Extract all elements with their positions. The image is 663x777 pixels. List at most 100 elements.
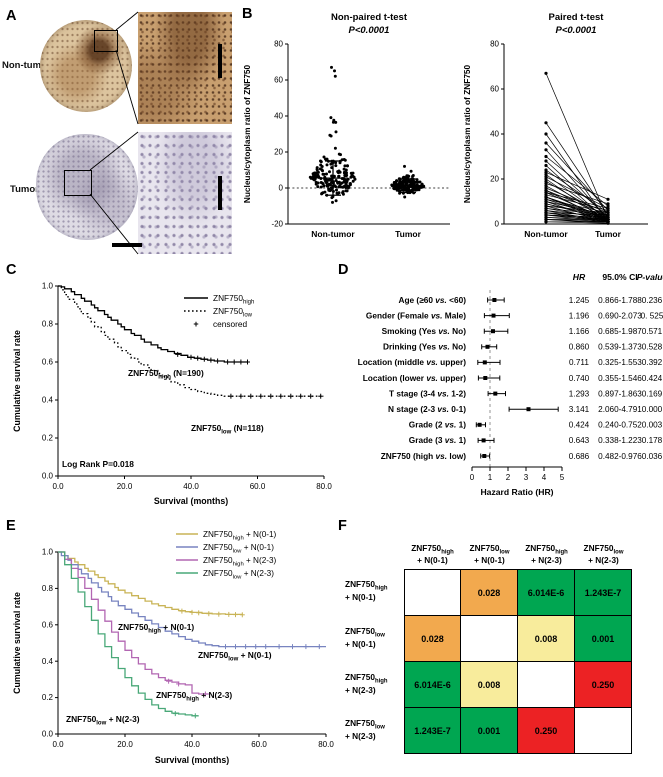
panel-f-label: F — [338, 518, 347, 534]
curve-annotation: ZNF750low + N(2-3) — [66, 714, 140, 727]
y-tick-label: 0.2 — [42, 434, 54, 443]
histology-nontumor-magnified — [138, 12, 232, 124]
matrix-cell: 0.001 — [461, 708, 518, 754]
y-tick-label: 1.0 — [42, 282, 54, 291]
p-value: 0.392 — [642, 358, 663, 367]
censor-marks-2 — [166, 678, 208, 697]
x-tick-label: 5 — [560, 473, 565, 482]
x-axis-title: Survival (months) — [155, 755, 229, 765]
hr-point — [477, 422, 482, 427]
y-tick-label: 20 — [490, 175, 499, 184]
hr-value: 0.424 — [569, 421, 590, 430]
hr-point — [493, 391, 498, 396]
x-tick-label: 2 — [506, 473, 511, 482]
matrix-cell: 1.243E-7 — [404, 708, 461, 754]
matrix-cell: 0.250 — [575, 662, 632, 708]
y-tick-label: 0.6 — [42, 620, 54, 629]
panel-e-label: E — [6, 518, 16, 534]
ci-value: 0.690-2.073 — [598, 311, 642, 320]
p-value: 0.236 — [642, 296, 663, 305]
scale-bar — [112, 243, 142, 247]
chart-title: Non-paired t-test — [331, 12, 408, 23]
ci-value: 0.355-1.546 — [598, 374, 642, 383]
ci-value: 0.539-1.373 — [598, 343, 642, 352]
forest-row-label: Age (≥60 vs. <60) — [398, 295, 466, 305]
chart-km-subgroups: 0.0 0.2 0.4 0.6 0.8 1.0 0.0 20.0 40.0 60.0 80.0 Sur… — [12, 530, 334, 765]
matrix-cell — [404, 569, 461, 616]
mean-error-bar-1 — [393, 178, 423, 194]
mean-error-bar-0 — [318, 160, 348, 196]
legend-label: ZNF750high + N(0-1) — [203, 530, 277, 542]
hr-point — [526, 407, 531, 412]
matrix-row-header: ZNF750low + N(2-3) — [345, 718, 385, 741]
forest-row-label: N stage (2-3 vs. 0-1) — [388, 404, 466, 414]
legend-label: ZNF750low + N(2-3) — [203, 569, 274, 581]
chart-forest: HR 95.0% CIP-value 0 1 2 3 4 5 Hazard Ratio (HR)… — [358, 272, 663, 497]
hr-point — [483, 376, 488, 380]
zoom-box-nontumor — [94, 30, 118, 52]
panel-b-label: B — [242, 6, 253, 22]
p-value: 0.003 — [642, 421, 663, 430]
panel-f-matrix: ZNF750high + N(0-1) ZNF750low + N(0-1) ZNF75… — [336, 524, 663, 777]
y-tick-label: 60 — [274, 76, 283, 85]
x-category-label: Non-tumor — [524, 229, 568, 239]
hr-value: 1.166 — [569, 327, 590, 336]
censor-marks-1 — [223, 644, 322, 650]
panel-a-label: A — [6, 8, 17, 24]
chart-nonpaired: Non-paired t-test P<0.0001 -20 0 20 40 60 80 Nuc… — [242, 12, 450, 239]
x-tick-label: 40.0 — [184, 740, 200, 749]
ci-value: 0.325-1.553 — [598, 358, 642, 367]
y-axis-title: Nucleus/cytoplasm ratio of ZNF750 — [242, 64, 252, 203]
p-value: 0.000 — [642, 405, 663, 414]
forest-row-label: T stage (3-4 vs. 1-2) — [389, 388, 466, 398]
legend-label: ZNF750high — [213, 293, 254, 306]
hr-point — [481, 438, 486, 443]
y-tick-label: 40 — [274, 112, 283, 121]
matrix-col-header: ZNF750low + N(0-1) — [469, 542, 510, 566]
legend-label: ZNF750high + N(2-3) — [203, 556, 277, 568]
matrix-cell: 6.014E-6 — [404, 662, 461, 708]
y-tick-label: 0.8 — [42, 320, 54, 329]
x-category-label: Tumor — [395, 229, 422, 239]
chart-p-value: P<0.0001 — [349, 25, 390, 36]
panel-c-label: C — [6, 262, 17, 278]
ci-value: 0.482-0.976 — [598, 452, 642, 461]
hr-value: 0.740 — [569, 374, 590, 383]
x-tick-label: 40.0 — [183, 482, 199, 491]
legend-label: ZNF750low — [213, 306, 253, 319]
col-header-ci: 95.0% CI — [602, 272, 637, 282]
curve-annotation: ZNF750high + N(0-1) — [118, 622, 194, 635]
ci-value: 2.060-4.791 — [598, 405, 642, 414]
matrix-cell: 0.008 — [518, 616, 575, 662]
y-tick-label: 80 — [490, 40, 499, 49]
matrix-cell: 0.250 — [518, 708, 575, 754]
matrix-row-header: ZNF750high + N(0-1) — [345, 579, 388, 602]
forest-row-label: ZNF750 (high vs. low) — [381, 451, 467, 461]
y-tick-label: 0.0 — [42, 472, 54, 481]
matrix-cell: 0.001 — [575, 616, 632, 662]
censor-marks-3 — [172, 711, 198, 719]
legend-label: censored — [213, 319, 248, 329]
matrix-cell — [461, 616, 518, 662]
hr-value: 1.245 — [569, 296, 590, 305]
p-value: 0.424 — [642, 374, 663, 383]
zoom-box-tumor — [64, 170, 92, 196]
hr-point — [485, 344, 490, 349]
ci-value: 0.866-1.788 — [598, 296, 642, 305]
matrix-col-header: ZNF750high + N(2-3) — [525, 542, 568, 566]
pvalue-matrix: ZNF750high + N(0-1) ZNF750low + N(0-1) ZNF75… — [344, 536, 632, 754]
y-tick-label: 1.0 — [42, 548, 54, 557]
ci-value: 0.685-1.987 — [598, 327, 642, 336]
histology-nontumor-whole-slide — [40, 20, 132, 112]
matrix-cell: 0.008 — [461, 662, 518, 708]
tissue-row-label-tumor: Tumor — [10, 184, 39, 195]
x-tick-label: 80.0 — [318, 740, 334, 749]
hr-value: 0.711 — [569, 358, 589, 367]
chart-p-value: P<0.0001 — [556, 25, 597, 36]
tissue-row-label-nontumor: Non-tumor — [2, 60, 51, 71]
y-axis-title: Nucleus/cytoplasm ratio of ZNF750 — [462, 64, 472, 203]
y-tick-label: 0.0 — [42, 730, 54, 739]
curve-annotation: ZNF750high + N(2-3) — [156, 690, 232, 703]
y-tick-label: 40 — [490, 130, 499, 139]
